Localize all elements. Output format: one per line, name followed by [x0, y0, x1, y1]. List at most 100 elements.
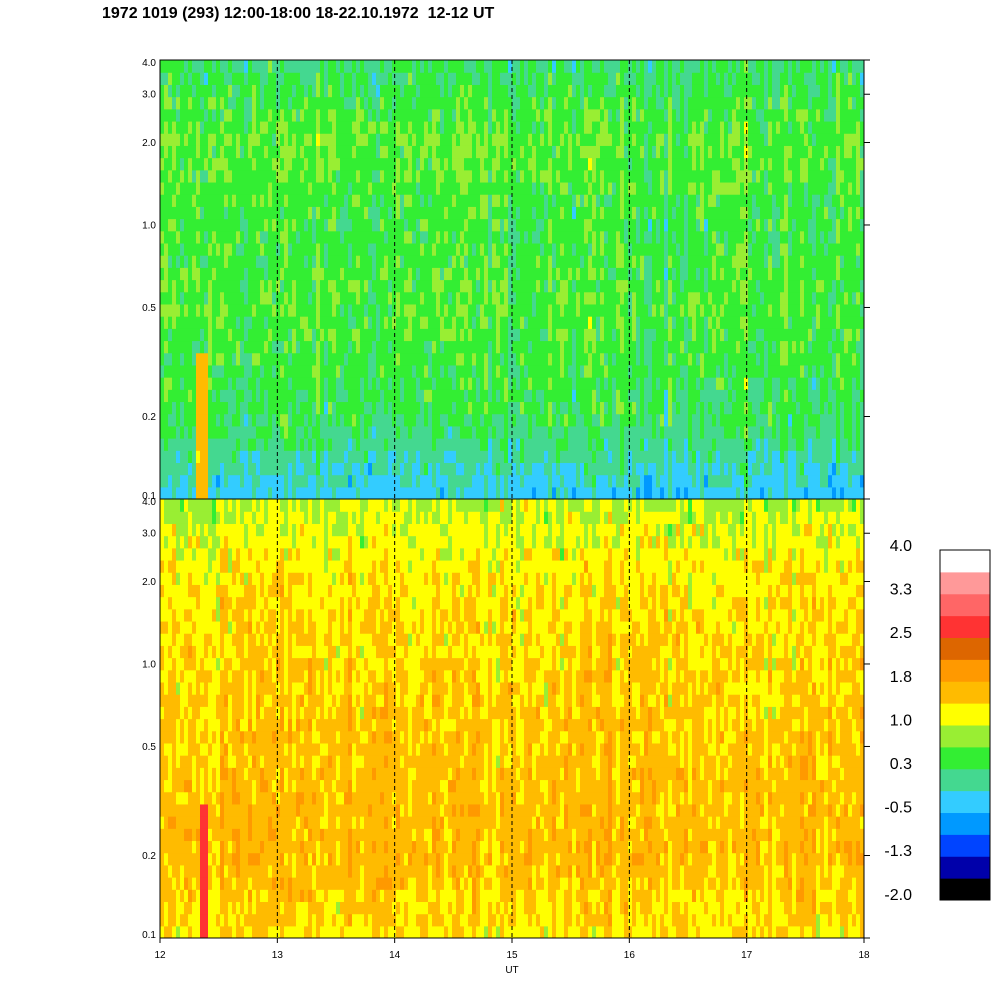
heatmap-cell: [472, 303, 477, 317]
heatmap-cell: [616, 377, 621, 390]
heatmap-cell: [600, 328, 605, 342]
heatmap-cell: [412, 340, 417, 354]
heatmap-cell: [480, 72, 485, 85]
heatmap-cell: [612, 352, 617, 366]
heatmap-cell: [540, 120, 545, 134]
heatmap-cell: [464, 291, 469, 305]
heatmap-cell: [328, 364, 333, 378]
heatmap-cell: [676, 72, 681, 85]
heatmap-cell: [536, 450, 541, 464]
heatmap-cell: [376, 340, 381, 354]
heatmap-cell: [248, 267, 253, 281]
heatmap-cell: [380, 96, 385, 110]
heatmap-cell: [548, 194, 553, 207]
heatmap-cell: [528, 340, 533, 354]
heatmap-cell: [660, 340, 665, 354]
heatmap-cell: [464, 401, 469, 415]
heatmap-cell: [608, 206, 613, 220]
heatmap-cell: [584, 157, 589, 171]
heatmap-cell: [576, 450, 581, 464]
heatmap-cell: [440, 486, 445, 499]
heatmap-cell: [700, 169, 705, 183]
heatmap-cell: [164, 255, 169, 268]
heatmap-cell: [692, 72, 697, 85]
heatmap-cell: [528, 401, 533, 415]
heatmap-cell: [648, 413, 653, 427]
heatmap-cell: [276, 328, 281, 342]
heatmap-cell: [384, 206, 389, 220]
heatmap-cell: [344, 486, 349, 499]
heatmap-cell: [644, 291, 649, 305]
heatmap-cell: [524, 218, 529, 232]
heatmap-cell: [612, 60, 617, 73]
heatmap-cell: [312, 364, 317, 378]
heatmap-cell: [352, 206, 357, 220]
heatmap-cell: [356, 291, 361, 305]
heatmap-cell: [324, 169, 329, 183]
heatmap-cell: [404, 303, 409, 317]
heatmap-cell: [248, 72, 253, 85]
heatmap-cell: [196, 108, 201, 122]
heatmap-cell: [300, 377, 305, 390]
heatmap-cell: [384, 328, 389, 342]
heatmap-cell: [616, 133, 621, 146]
heatmap-cell: [272, 194, 277, 207]
heatmap-cell: [416, 133, 421, 146]
heatmap-cell: [644, 181, 649, 195]
heatmap-cell: [488, 242, 493, 256]
heatmap-cell: [284, 206, 289, 220]
heatmap-cell: [672, 364, 677, 378]
heatmap-cell: [572, 352, 577, 366]
heatmap-cell: [584, 462, 589, 476]
heatmap-cell: [600, 462, 605, 476]
heatmap-cell: [620, 181, 625, 195]
heatmap-cell: [692, 413, 697, 427]
heatmap-cell: [676, 291, 681, 305]
heatmap-cell: [308, 145, 313, 159]
heatmap-cell: [584, 218, 589, 232]
heatmap-cell: [344, 218, 349, 232]
heatmap-cell: [600, 267, 605, 281]
heatmap-cell: [616, 96, 621, 110]
heatmap-cell: [444, 242, 449, 256]
heatmap-cell: [288, 181, 293, 195]
heatmap-cell: [636, 255, 641, 268]
heatmap-cell: [660, 267, 665, 281]
heatmap-cell: [324, 389, 329, 403]
heatmap-cell: [676, 133, 681, 146]
heatmap-cell: [392, 486, 397, 499]
heatmap-cell: [416, 108, 421, 122]
heatmap-cell: [664, 364, 669, 378]
heatmap-cell: [436, 242, 441, 256]
heatmap-cell: [280, 352, 285, 366]
heatmap-cell: [648, 120, 653, 134]
heatmap-cell: [652, 352, 657, 366]
heatmap-cell: [292, 462, 297, 476]
heatmap-cell: [496, 145, 501, 159]
heatmap-cell: [188, 291, 193, 305]
heatmap-cell: [700, 194, 705, 207]
heatmap-cell: [376, 450, 381, 464]
heatmap-cell: [340, 389, 345, 403]
heatmap-cell: [680, 291, 685, 305]
heatmap-cell: [192, 60, 197, 73]
heatmap-cell: [380, 169, 385, 183]
heatmap-cell: [276, 267, 281, 281]
heatmap-cell: [320, 181, 325, 195]
heatmap-cell: [628, 242, 633, 256]
heatmap-cell: [652, 96, 657, 110]
heatmap-cell: [616, 462, 621, 476]
heatmap-cell: [396, 157, 401, 171]
heatmap-cell: [172, 474, 177, 488]
heatmap-cell: [448, 425, 453, 439]
heatmap-cell: [192, 194, 197, 207]
heatmap-cell: [664, 401, 669, 415]
heatmap-cell: [356, 206, 361, 220]
heatmap-cell: [576, 242, 581, 256]
heatmap-cell: [280, 328, 285, 342]
heatmap-cell: [516, 242, 521, 256]
heatmap-cell: [284, 72, 289, 85]
heatmap-cell: [560, 133, 565, 146]
heatmap-cell: [332, 279, 337, 293]
heatmap-cell: [352, 72, 357, 85]
